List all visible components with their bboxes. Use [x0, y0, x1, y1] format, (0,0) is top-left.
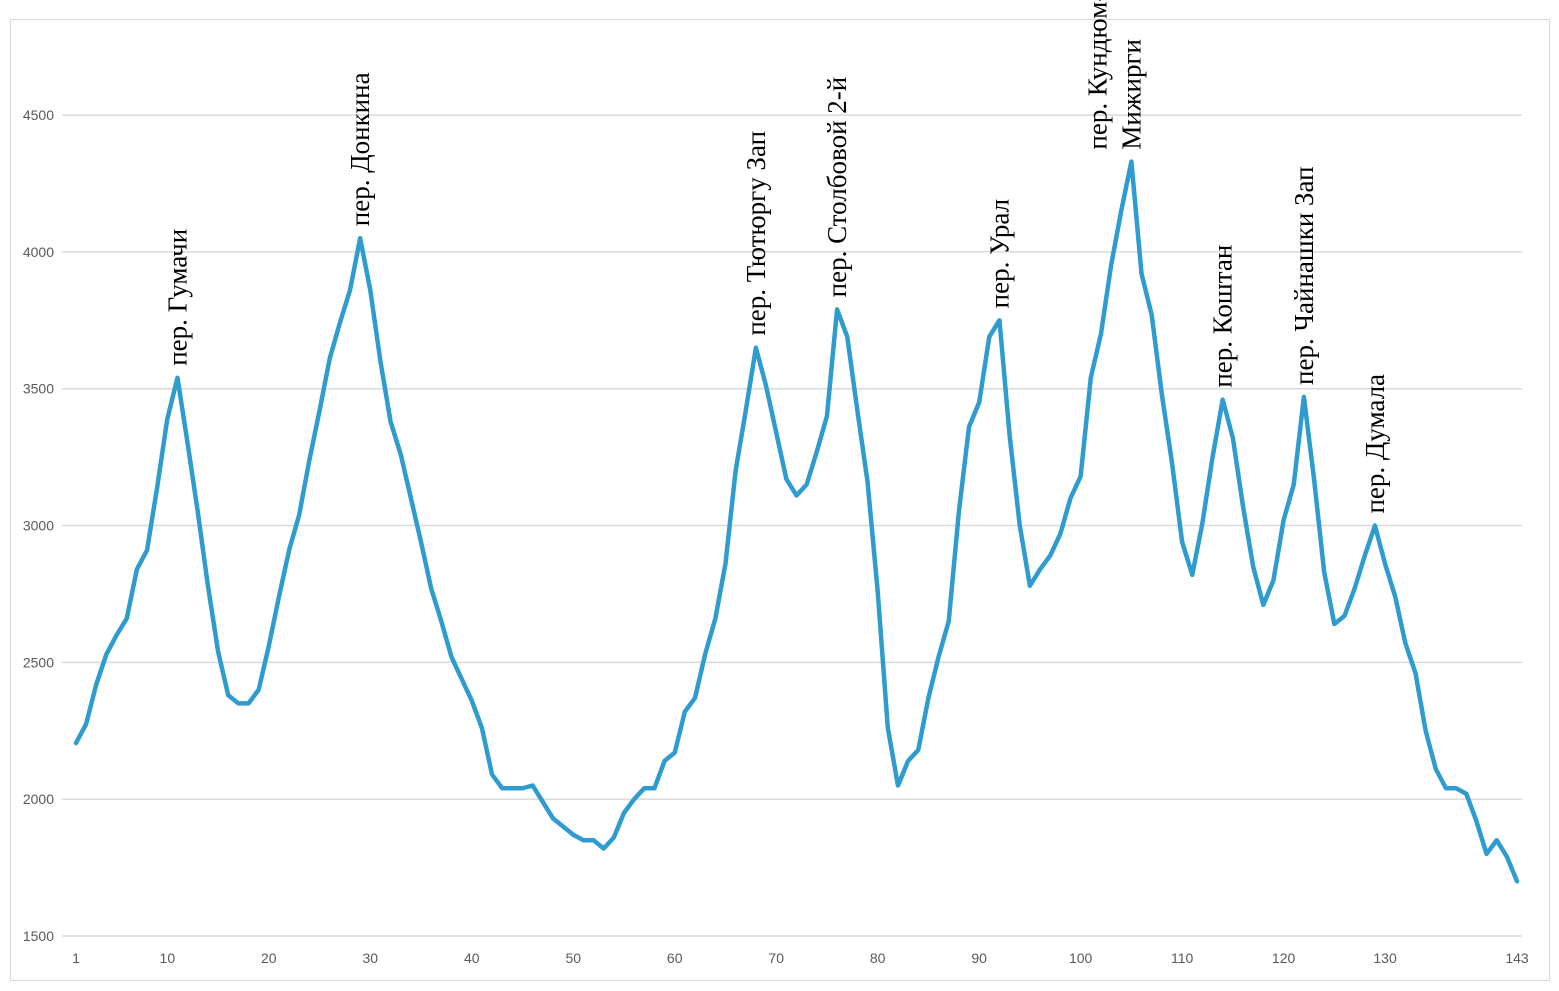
x-tick-label: 130 [1373, 950, 1397, 966]
pass-label: пер. Кундюм- [1082, 0, 1112, 150]
annotations-layer: пер. Гумачи пер. Донкина пер. Тютюргу Зап п… [162, 0, 1389, 514]
chart-frame [10, 19, 1550, 981]
series-line-0 [73, 159, 1520, 884]
x-tick-label: 30 [362, 950, 378, 966]
y-tick-label: 4000 [23, 244, 54, 260]
pass-label: пер. Тютюргу Зап [741, 131, 771, 336]
y-axis-ticks: 1500 2000 2500 3000 3500 4000 4500 [23, 107, 54, 944]
y-tick-label: 4500 [23, 107, 54, 123]
x-tick-label: 80 [870, 950, 886, 966]
pass-label: пер. Коштан [1208, 245, 1238, 388]
x-tick-label: 120 [1272, 950, 1296, 966]
x-tick-label: 1 [72, 950, 80, 966]
x-tick-label: 90 [971, 950, 987, 966]
pass-label: пер. Гумачи [162, 229, 192, 366]
y-tick-label: 2000 [23, 791, 54, 807]
x-tick-label: 20 [261, 950, 277, 966]
x-tick-label: 70 [768, 950, 784, 966]
x-tick-label: 143 [1505, 950, 1529, 966]
y-tick-label: 1500 [23, 928, 54, 944]
pass-label: Мижирги [1116, 39, 1146, 150]
pass-label: пер. Урал [984, 199, 1014, 308]
x-tick-label: 10 [160, 950, 176, 966]
y-tick-label: 2500 [23, 654, 54, 670]
series-layer [73, 159, 1520, 884]
x-tick-label: 110 [1171, 950, 1194, 966]
pass-label: пер. Чайнашки Зап [1289, 166, 1319, 385]
x-axis-ticks: 1 10 20 30 40 50 60 70 80 90 100 110 120 130 143 [72, 950, 1529, 966]
y-tick-label: 3000 [23, 518, 54, 534]
pass-label: пер. Думала [1360, 374, 1390, 514]
pass-label: пер. Столбовой 2-й [822, 77, 852, 298]
x-tick-label: 60 [667, 950, 683, 966]
x-tick-label: 40 [464, 950, 480, 966]
x-tick-label: 100 [1069, 950, 1093, 966]
y-tick-label: 3500 [23, 381, 54, 397]
gridlines [62, 114, 1522, 937]
pass-label: пер. Донкина [345, 72, 375, 226]
x-tick-label: 50 [565, 950, 581, 966]
